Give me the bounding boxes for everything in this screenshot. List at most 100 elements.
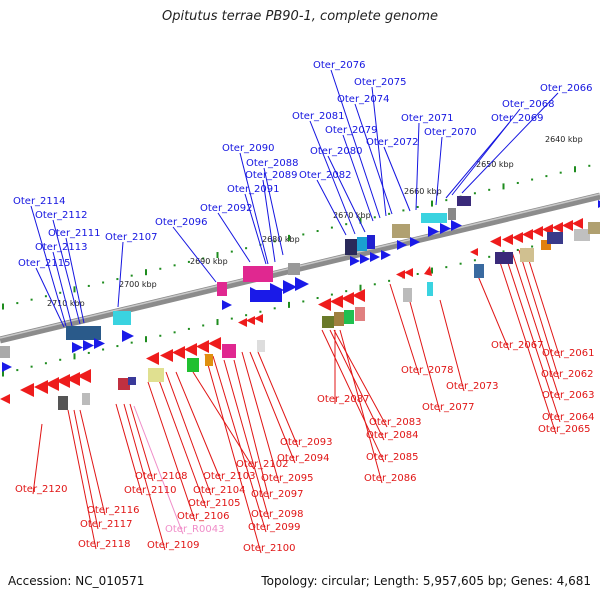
reverse-gene-arrow xyxy=(20,383,34,397)
forward-gene-arrow xyxy=(360,254,370,264)
gene-label: Oter_2076 xyxy=(313,60,366,71)
gene-block xyxy=(187,358,199,372)
tick-mark-lower xyxy=(531,245,534,248)
leader-line xyxy=(504,253,561,423)
reverse-gene-arrow xyxy=(254,314,263,323)
gene-block xyxy=(322,316,334,328)
leader-line xyxy=(123,403,166,551)
gene-block xyxy=(243,266,273,282)
reverse-gene-arrow xyxy=(572,218,583,229)
tick-mark-lower xyxy=(316,297,319,300)
tick-mark-upper xyxy=(445,199,448,202)
tick-mark-upper xyxy=(345,223,348,226)
reverse-gene-arrow xyxy=(512,232,523,243)
tick-mark-upper xyxy=(273,240,276,243)
reverse-gene-arrow xyxy=(238,318,247,327)
tick-mark-upper xyxy=(359,217,362,224)
tick-mark-upper xyxy=(116,278,119,281)
tick-mark-upper xyxy=(288,234,290,241)
gene-label: Oter_2097 xyxy=(251,489,304,500)
gene-label: Oter_2066 xyxy=(540,83,593,94)
tick-mark-lower xyxy=(2,370,4,377)
leader-line xyxy=(511,251,561,401)
leader-line xyxy=(67,409,97,550)
gene-label: Oter_2090 xyxy=(222,143,275,154)
tick-mark-upper xyxy=(388,212,391,215)
leader-line xyxy=(330,69,381,219)
gene-label: Oter_2096 xyxy=(155,217,208,228)
gene-label: Oter_2088 xyxy=(246,158,299,169)
tick-mark-lower xyxy=(145,336,147,343)
tick-mark-lower xyxy=(59,358,62,361)
gene-label: Oter_2102 xyxy=(236,459,289,470)
gene-block xyxy=(392,224,410,238)
gene-label: Oter_2116 xyxy=(87,505,140,516)
kbp-label: 2650 kbp xyxy=(476,160,514,169)
leader-line xyxy=(354,103,393,215)
kbp-label: 2680 kbp xyxy=(262,235,300,244)
gene-label: Oter_2064 xyxy=(542,412,595,423)
tick-mark-upper xyxy=(531,178,534,181)
tick-mark-upper xyxy=(216,252,219,259)
gene-labels: Oter_2066 Oter_2068 Oter_2069 Oter_2070 Oter… xyxy=(13,60,595,554)
genome-title: Opitutus terrae PB90-1, complete genome xyxy=(161,9,439,24)
genome-summary: Topology: circular; Length: 5,957,605 bp… xyxy=(261,574,591,588)
tick-mark-upper xyxy=(416,205,419,208)
gene-block xyxy=(574,229,590,241)
gene-block xyxy=(344,310,354,324)
gene-block xyxy=(474,264,484,278)
gene-label: Oter_2111 xyxy=(48,228,101,239)
tick-mark-upper xyxy=(574,166,576,173)
gene-block xyxy=(541,240,551,250)
reverse-gene-arrow xyxy=(352,289,365,302)
leader-line xyxy=(371,86,387,217)
tick-mark-lower xyxy=(245,314,248,317)
tick-mark-upper xyxy=(87,284,90,287)
reverse-gene-arrow xyxy=(490,236,501,247)
gene-label: Oter_2110 xyxy=(124,485,177,496)
gene-label: Oter_2073 xyxy=(446,381,499,392)
reverse-gene-arrow xyxy=(522,229,533,240)
tick-mark-lower xyxy=(130,341,133,344)
tick-mark-lower xyxy=(187,327,190,330)
reverse-gene-arrow xyxy=(470,248,478,256)
leader-line xyxy=(309,120,356,235)
leader-line xyxy=(129,403,154,482)
forward-gene-arrow xyxy=(381,250,391,260)
tick-mark-upper xyxy=(302,233,305,236)
reverse-gene-arrow xyxy=(341,292,354,305)
leader-line xyxy=(65,237,85,324)
reverse-gene-arrow xyxy=(208,337,221,350)
gene-block xyxy=(520,248,534,262)
gene-block xyxy=(288,263,300,275)
tick-mark-upper xyxy=(173,264,176,267)
tick-mark-lower xyxy=(473,259,476,262)
leader-line xyxy=(383,146,411,212)
tick-mark-upper xyxy=(145,269,147,276)
gene-label: Oter_2115 xyxy=(18,258,71,269)
tick-mark-upper xyxy=(16,302,19,305)
tick-mark-upper xyxy=(431,200,433,207)
gene-label: Oter_2068 xyxy=(502,99,555,110)
leader-line xyxy=(249,351,296,464)
gene-label: Oter_2107 xyxy=(105,232,158,243)
leader-line xyxy=(435,136,443,206)
gene-label: Oter_2082 xyxy=(299,170,352,181)
tick-mark-lower xyxy=(102,348,105,351)
gene-label: Oter_2118 xyxy=(78,539,131,550)
kbp-label: 2690 kbp xyxy=(190,257,228,266)
tick-mark-lower xyxy=(230,317,233,320)
gene-label: Oter_2081 xyxy=(292,111,345,122)
gene-label: Oter_2063 xyxy=(542,390,595,401)
tick-rows xyxy=(2,164,591,377)
gene-block xyxy=(355,307,365,321)
leader-line xyxy=(497,255,557,435)
gene-block xyxy=(427,282,433,296)
leader-line xyxy=(321,329,385,463)
forward-gene-arrow xyxy=(72,342,83,353)
reverse-gene-arrow xyxy=(172,346,185,359)
gene-features xyxy=(0,196,600,410)
gene-block xyxy=(82,393,90,405)
tick-mark-lower xyxy=(288,301,290,308)
